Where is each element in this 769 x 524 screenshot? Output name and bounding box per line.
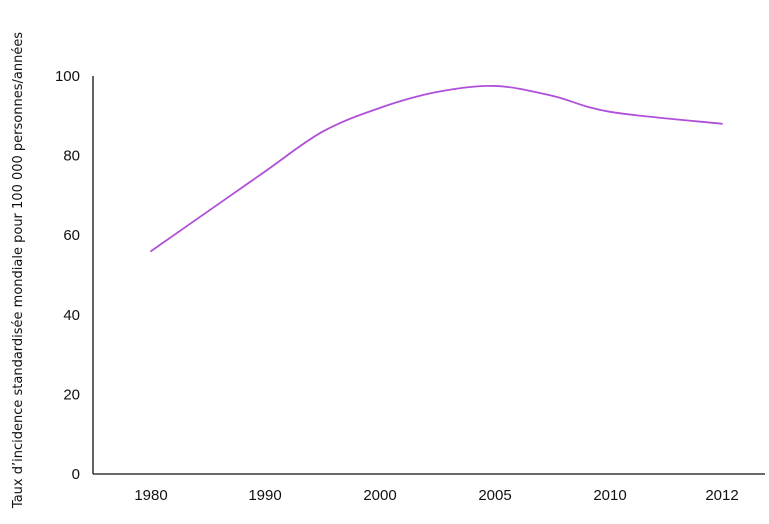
x-tick-label: 2010 xyxy=(593,487,626,504)
x-tick-label: 1980 xyxy=(134,487,167,504)
y-tick-label: 100 xyxy=(55,68,80,85)
y-tick-label: 0 xyxy=(72,466,80,483)
y-tick-labels: 0 20 40 60 80 100 xyxy=(55,68,80,483)
x-tick-label: 1990 xyxy=(248,487,281,504)
series-group xyxy=(150,84,723,253)
y-tick-label: 60 xyxy=(63,227,80,244)
x-tick-labels: 1980 1990 2000 2005 2010 2012 xyxy=(134,487,738,504)
x-tick-label: 2012 xyxy=(705,487,738,504)
y-tick-label: 40 xyxy=(63,307,80,324)
x-tick-label: 2000 xyxy=(363,487,396,504)
series-line xyxy=(150,84,723,253)
y-tick-label: 80 xyxy=(63,148,80,165)
x-tick-label: 2005 xyxy=(478,487,511,504)
axes xyxy=(92,76,765,475)
y-axis-title: Taux d’incidence standardisée mondiale p… xyxy=(11,32,26,509)
y-tick-label: 20 xyxy=(63,386,80,403)
